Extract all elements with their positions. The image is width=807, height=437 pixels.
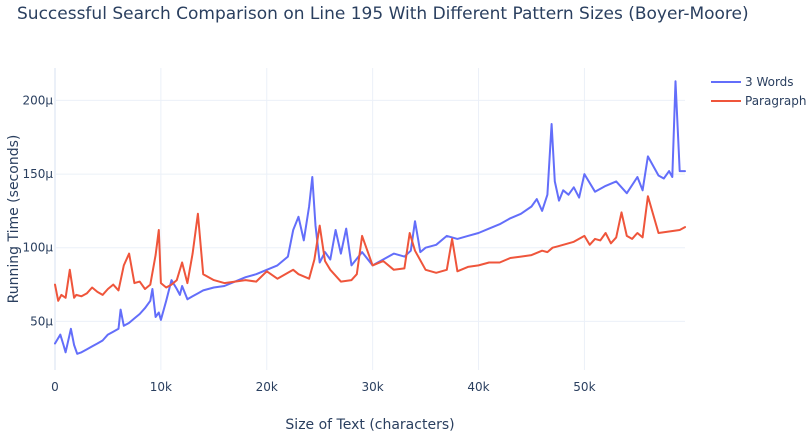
y-tick-label: 50μ [30, 314, 53, 328]
y-axis-title: Running Time (seconds) [6, 135, 22, 304]
x-tick-label: 20k [256, 380, 278, 394]
series-lines [54, 80, 686, 355]
x-tick-label: 50k [573, 380, 595, 394]
chart-title: Successful Search Comparison on Line 195… [17, 4, 749, 24]
y-tick-label: 200μ [22, 93, 53, 107]
y-tick-label: 150μ [22, 167, 53, 181]
legend[interactable]: 3 Words Paragraph [711, 75, 806, 108]
x-tick-label: 30k [362, 380, 384, 394]
series-line-1 [54, 80, 686, 355]
gridlines [54, 68, 685, 370]
legend-label: 3 Words [745, 75, 794, 89]
legend-label: Paragraph [745, 94, 806, 108]
legend-item[interactable]: 3 Words [711, 75, 794, 89]
y-axis-ticks: 50μ 100μ 150μ 200μ [22, 93, 53, 328]
x-axis-ticks: 0 10k 20k 30k 40k 50k [51, 380, 595, 394]
legend-item[interactable]: Paragraph [711, 94, 806, 108]
x-tick-label: 40k [467, 380, 489, 394]
x-tick-label: 10k [150, 380, 172, 394]
y-tick-label: 100μ [22, 241, 53, 255]
x-tick-label: 0 [51, 380, 59, 394]
x-axis-title: Size of Text (characters) [285, 417, 454, 433]
series-line-2 [54, 195, 686, 302]
